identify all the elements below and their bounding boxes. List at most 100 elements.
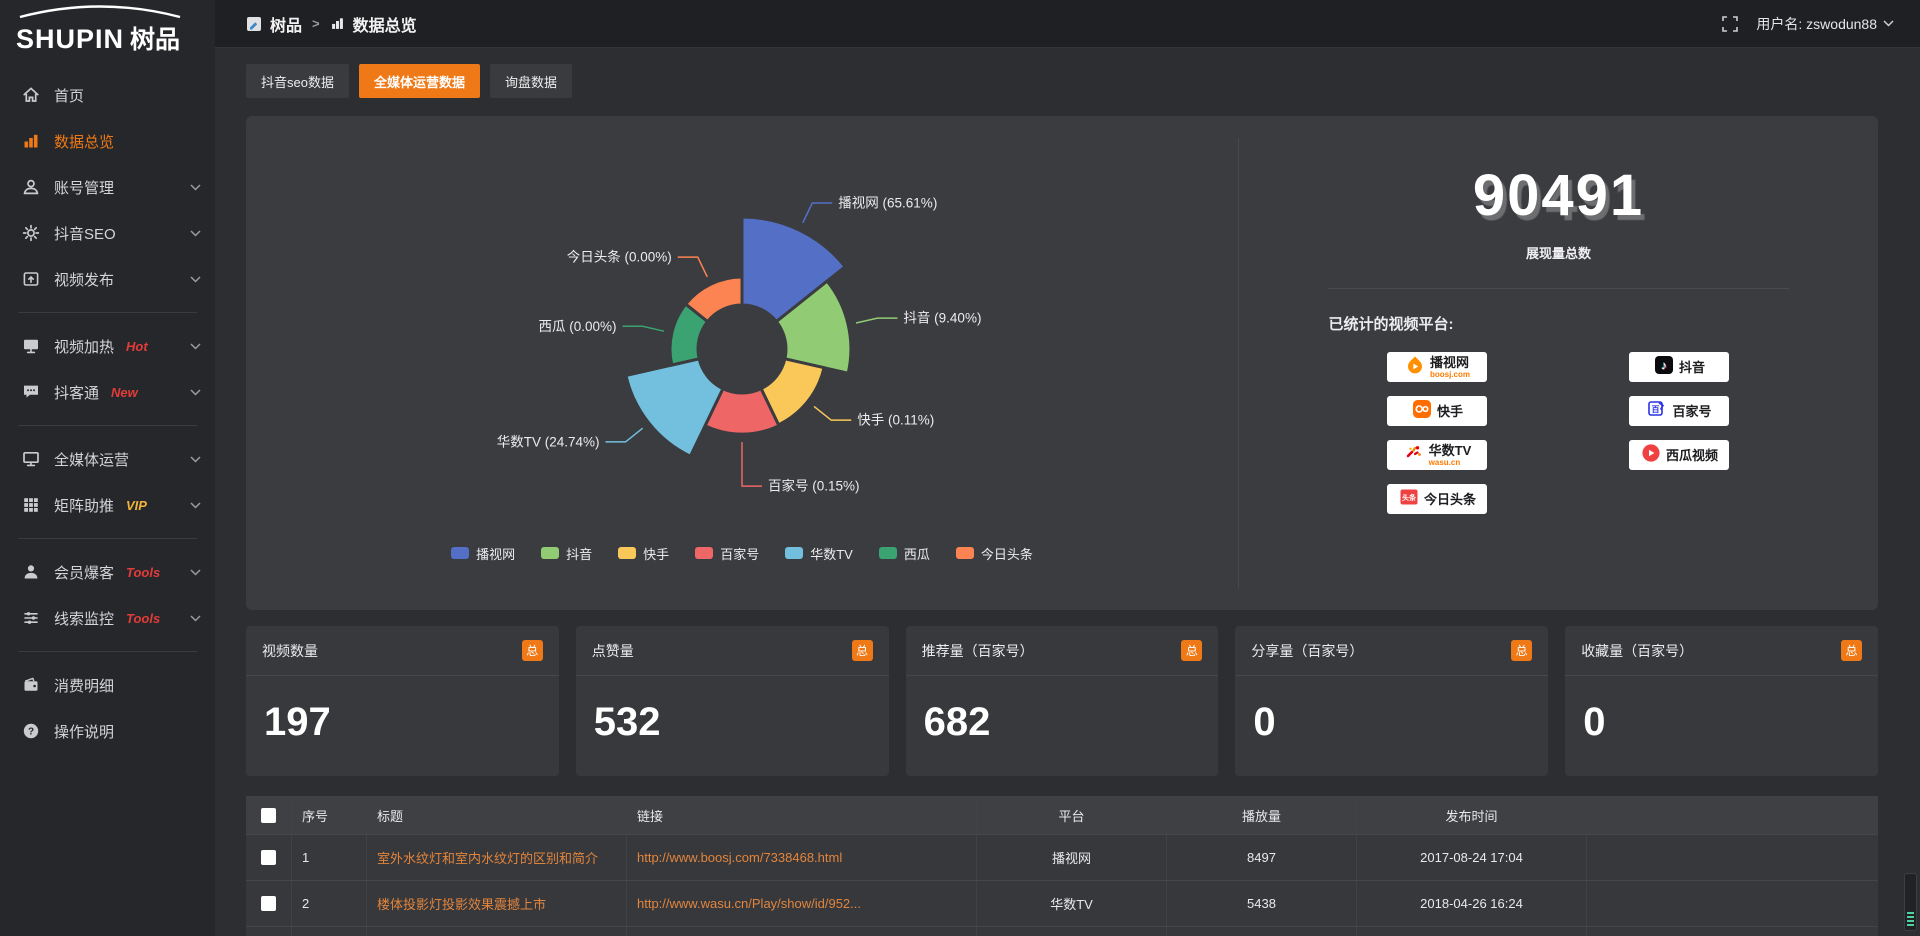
video-title-link[interactable]: 楼体投影灯投影效果震撼上市: [377, 897, 547, 912]
breadcrumb-separator: >: [312, 16, 320, 31]
legend-item-百家号[interactable]: 百家号: [695, 544, 759, 563]
sidebar-item-douketong[interactable]: 抖客通 New: [0, 369, 215, 415]
monitor-icon: [22, 337, 40, 355]
breadcrumb-root[interactable]: 树品: [270, 17, 303, 35]
user-menu[interactable]: 用户名: zswodun88: [1756, 14, 1894, 34]
sidebar-item-badge: New: [111, 384, 138, 400]
sidebar-divider: [18, 651, 197, 652]
sidebar-item-label: 视频加热: [54, 338, 115, 356]
pie-label-播视网: 播视网 (65.61%): [838, 195, 937, 210]
stat-card-4: 收藏量（百家号） 总 0: [1565, 626, 1878, 776]
column-header-0: 序号: [291, 796, 366, 834]
sidebar-item-video-publish[interactable]: 视频发布: [0, 256, 215, 302]
logo-text-cn: 树品: [130, 26, 181, 54]
legend-item-华数TV[interactable]: 华数TV: [785, 544, 853, 563]
platform-badge-text: 抖音: [1679, 361, 1705, 374]
sidebar-item-member-baoke[interactable]: 会员爆客 Tools: [0, 549, 215, 595]
platform-cell: 播视网: [976, 835, 1166, 880]
sidebar-item-account-manage[interactable]: 账号管理: [0, 164, 215, 210]
select-all-checkbox[interactable]: [261, 807, 276, 823]
legend-swatch: [618, 547, 637, 559]
sliders-icon: [22, 609, 40, 627]
sidebar-item-label: 消费明细: [54, 677, 115, 695]
upload-box-icon: [22, 270, 40, 288]
total-badge: 总: [851, 640, 873, 661]
douyin-logo-icon: ♪ ♪ ♪: [1654, 355, 1674, 380]
video-url-link[interactable]: http://www.wasu.cn/Play/show/id/952...: [637, 896, 861, 911]
sidebar-item-data-overview[interactable]: 数据总览: [0, 118, 215, 164]
sidebar-item-label: 全媒体运营: [54, 451, 130, 469]
tab-inquiry-data[interactable]: 询盘数据: [489, 64, 572, 98]
row-checkbox-cell: [246, 927, 291, 936]
platform-badge-text: 播视网 boosj.com: [1430, 356, 1470, 379]
sidebar-item-home[interactable]: 首页: [0, 72, 215, 118]
platforms-label: 已统计的视频平台:: [1328, 316, 1454, 333]
label-leader-line: [813, 405, 852, 421]
legend-item-今日头条[interactable]: 今日头条: [955, 544, 1033, 563]
tab-douyin-seo-data[interactable]: 抖音seo数据: [246, 64, 349, 98]
label-leader-line: [622, 325, 665, 332]
sidebar-item-label: 首页: [54, 87, 85, 105]
platform-badge-baijiahao: 百 百家号: [1629, 396, 1730, 426]
legend-item-抖音[interactable]: 抖音: [541, 544, 592, 563]
stat-card-value: 0: [1253, 700, 1276, 744]
pie-slice-华数TV[interactable]: [624, 356, 725, 458]
legend-swatch: [695, 547, 714, 559]
grid-icon: [22, 496, 40, 514]
row-checkbox[interactable]: [261, 896, 276, 911]
platforms-block: 已统计的视频平台: 播视网 boosj.com ♪ ♪ ♪ 抖音 快手 百 百家号 华数TV was…: [1328, 313, 1788, 514]
floating-scrollbar-widget[interactable]: [1904, 873, 1917, 931]
fullscreen-icon[interactable]: [1722, 15, 1739, 32]
sidebar-item-label: 视频发布: [54, 271, 115, 289]
sidebar-item-label: 账号管理: [54, 179, 115, 197]
sidebar-item-leads-monitor[interactable]: 线索监控 Tools: [0, 595, 215, 641]
legend-item-播视网[interactable]: 播视网: [451, 544, 515, 563]
pie-slice-播视网[interactable]: [740, 214, 848, 324]
pie-slice-今日头条[interactable]: [683, 274, 744, 324]
row-checkbox[interactable]: [261, 850, 276, 865]
rose-chart-section: 播视网 (65.61%) 抖音 (9.40%) 快手 (0.11%) 百家号 (0.1…: [246, 116, 1238, 610]
column-header-4: 播放量: [1166, 796, 1356, 834]
wallet-icon: [22, 676, 40, 694]
column-header-3: 平台: [976, 796, 1166, 834]
sidebar-item-media-operation[interactable]: 全媒体运营: [0, 436, 215, 482]
chart-legend: 播视网 抖音 快手 百家号 华数TV 西瓜 今日头条: [451, 544, 1033, 563]
legend-item-快手[interactable]: 快手: [618, 544, 669, 563]
platform-badge-text: 快手: [1437, 405, 1463, 418]
filler-cell: [1586, 881, 1878, 926]
pie-label-华数TV: 华数TV (24.74%): [497, 434, 600, 449]
pie-slice-抖音[interactable]: [774, 278, 853, 375]
stat-card-2: 推荐量（百家号） 总 682: [905, 626, 1219, 776]
video-title-link[interactable]: 室外水纹灯和室内水纹灯的区别和简介: [377, 851, 599, 866]
platform-name: 播视网: [1429, 354, 1469, 370]
sidebar-item-operation-guide[interactable]: ? 操作说明: [0, 708, 215, 754]
sidebar-nav: 首页数据总览账号管理抖音SEO 视频发布视频加热 Hot 抖客通 New 全媒体运营矩阵助…: [0, 66, 215, 754]
sidebar-item-douyin-seo[interactable]: 抖音SEO: [0, 210, 215, 256]
summary-section: 90491 展现量总数 已统计的视频平台: 播视网 boosj.com ♪ ♪ ♪ 抖音快…: [1239, 116, 1878, 610]
total-badge: 总: [1181, 640, 1203, 661]
platform-name: 抖音: [1678, 359, 1705, 375]
legend-swatch: [955, 547, 974, 559]
overview-panel: 播视网 (65.61%) 抖音 (9.40%) 快手 (0.11%) 百家号 (0.1…: [246, 116, 1878, 610]
platform-badge-douyin: ♪ ♪ ♪ 抖音: [1629, 352, 1730, 382]
title-cell: 室外水纹灯和室内水纹灯的区别和简介: [366, 835, 626, 880]
sidebar-item-video-heat[interactable]: 视频加热 Hot: [0, 323, 215, 369]
svg-text:♪: ♪: [1662, 359, 1668, 373]
chevron-down-icon: [190, 275, 201, 283]
sidebar-item-label: 线索监控: [54, 610, 115, 628]
legend-item-西瓜[interactable]: 西瓜: [878, 544, 930, 563]
chevron-down-icon: [190, 388, 201, 396]
sidebar-item-matrix-boost[interactable]: 矩阵助推 VIP: [0, 482, 215, 528]
kuaishou-logo-icon: [1412, 399, 1432, 424]
table-header-checkbox-cell: [246, 796, 291, 834]
tab-bar: 抖音seo数据 全媒体运营数据 询盘数据: [246, 64, 1878, 98]
topbar: 树品 > 数据总览 用户名: zswodun88: [215, 0, 1920, 48]
sidebar-divider: [18, 425, 197, 426]
platform-badge-text: 百家号: [1672, 405, 1711, 418]
sidebar-item-expense-detail[interactable]: 消费明细: [0, 662, 215, 708]
pie-label-抖音: 抖音 (9.40%): [903, 309, 981, 325]
tab-media-operation-data[interactable]: 全媒体运营数据: [358, 64, 480, 98]
seq-cell: 2: [291, 881, 366, 926]
video-url-link[interactable]: http://www.boosj.com/7338468.html: [637, 850, 843, 865]
platform-badge-kuaishou: 快手: [1387, 396, 1488, 426]
